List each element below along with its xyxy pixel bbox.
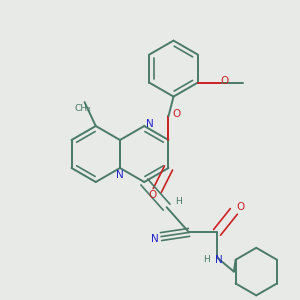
Text: H: H xyxy=(175,197,182,206)
Text: O: O xyxy=(237,202,245,212)
Text: N: N xyxy=(215,255,223,265)
Text: O: O xyxy=(148,190,156,200)
Text: N: N xyxy=(146,119,154,129)
Text: O: O xyxy=(172,109,181,119)
Text: CH₃: CH₃ xyxy=(74,104,91,113)
Text: N: N xyxy=(116,170,124,180)
Text: N: N xyxy=(151,234,159,244)
Text: H: H xyxy=(204,255,211,264)
Text: O: O xyxy=(220,76,229,85)
